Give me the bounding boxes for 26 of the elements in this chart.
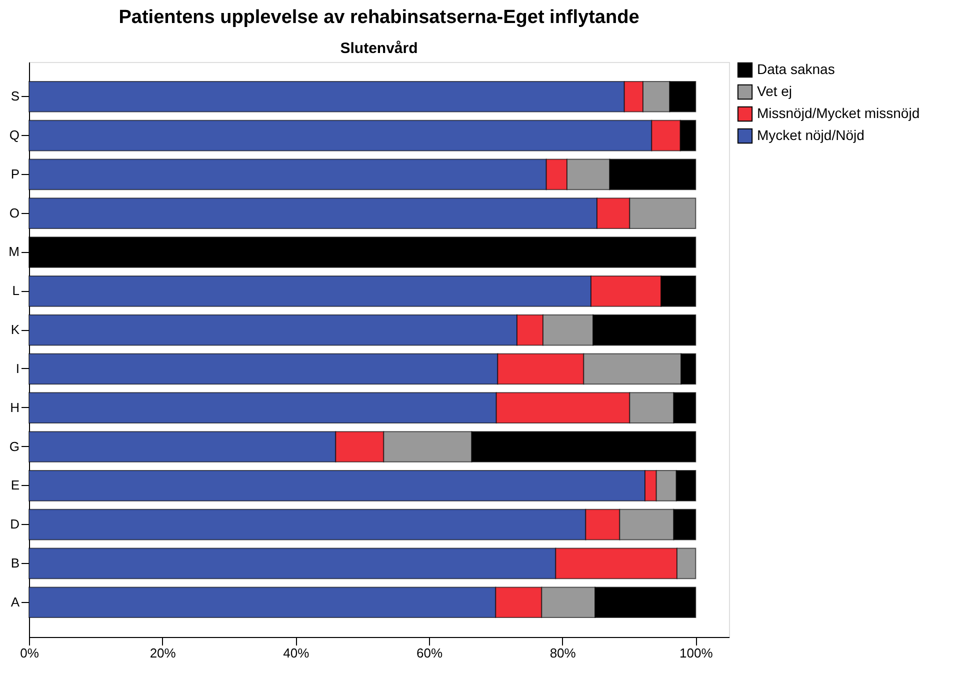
y-tick-label: K — [10, 322, 20, 338]
legend-label: Mycket nöjd/Nöjd — [757, 127, 864, 143]
legend-label: Vet ej — [757, 83, 792, 99]
y-tick-label: Q — [9, 128, 20, 143]
x-tick-label: 0% — [20, 646, 40, 660]
y-tick-label: G — [9, 438, 20, 454]
chart-title: Patientens upplevelse av rehabinsatserna-Eget inflytande — [118, 7, 640, 28]
legend-label: Missnöjd/Mycket missnöjd — [757, 105, 920, 121]
y-tick-label: M — [8, 244, 20, 260]
y-tick-label: P — [10, 166, 20, 182]
y-tick-label: H — [10, 400, 20, 415]
x-tick-label: 40% — [283, 646, 310, 660]
y-tick-label: E — [10, 478, 20, 493]
x-tick-label: 80% — [550, 646, 576, 660]
legend-label: Data saknas — [757, 61, 835, 77]
chart-subtitle: Slutenvård — [340, 40, 418, 57]
y-tick-label: A — [10, 594, 20, 610]
y-tick-label: S — [10, 88, 20, 104]
y-tick-label: B — [10, 555, 20, 570]
x-tick-label: 100% — [680, 646, 714, 660]
y-tick-label: D — [10, 516, 20, 532]
y-tick-label: I — [16, 360, 20, 376]
y-tick-label: O — [9, 205, 20, 220]
x-tick-label: 20% — [150, 646, 176, 660]
x-tick-label: 60% — [416, 646, 443, 660]
y-tick-label: L — [12, 283, 20, 298]
